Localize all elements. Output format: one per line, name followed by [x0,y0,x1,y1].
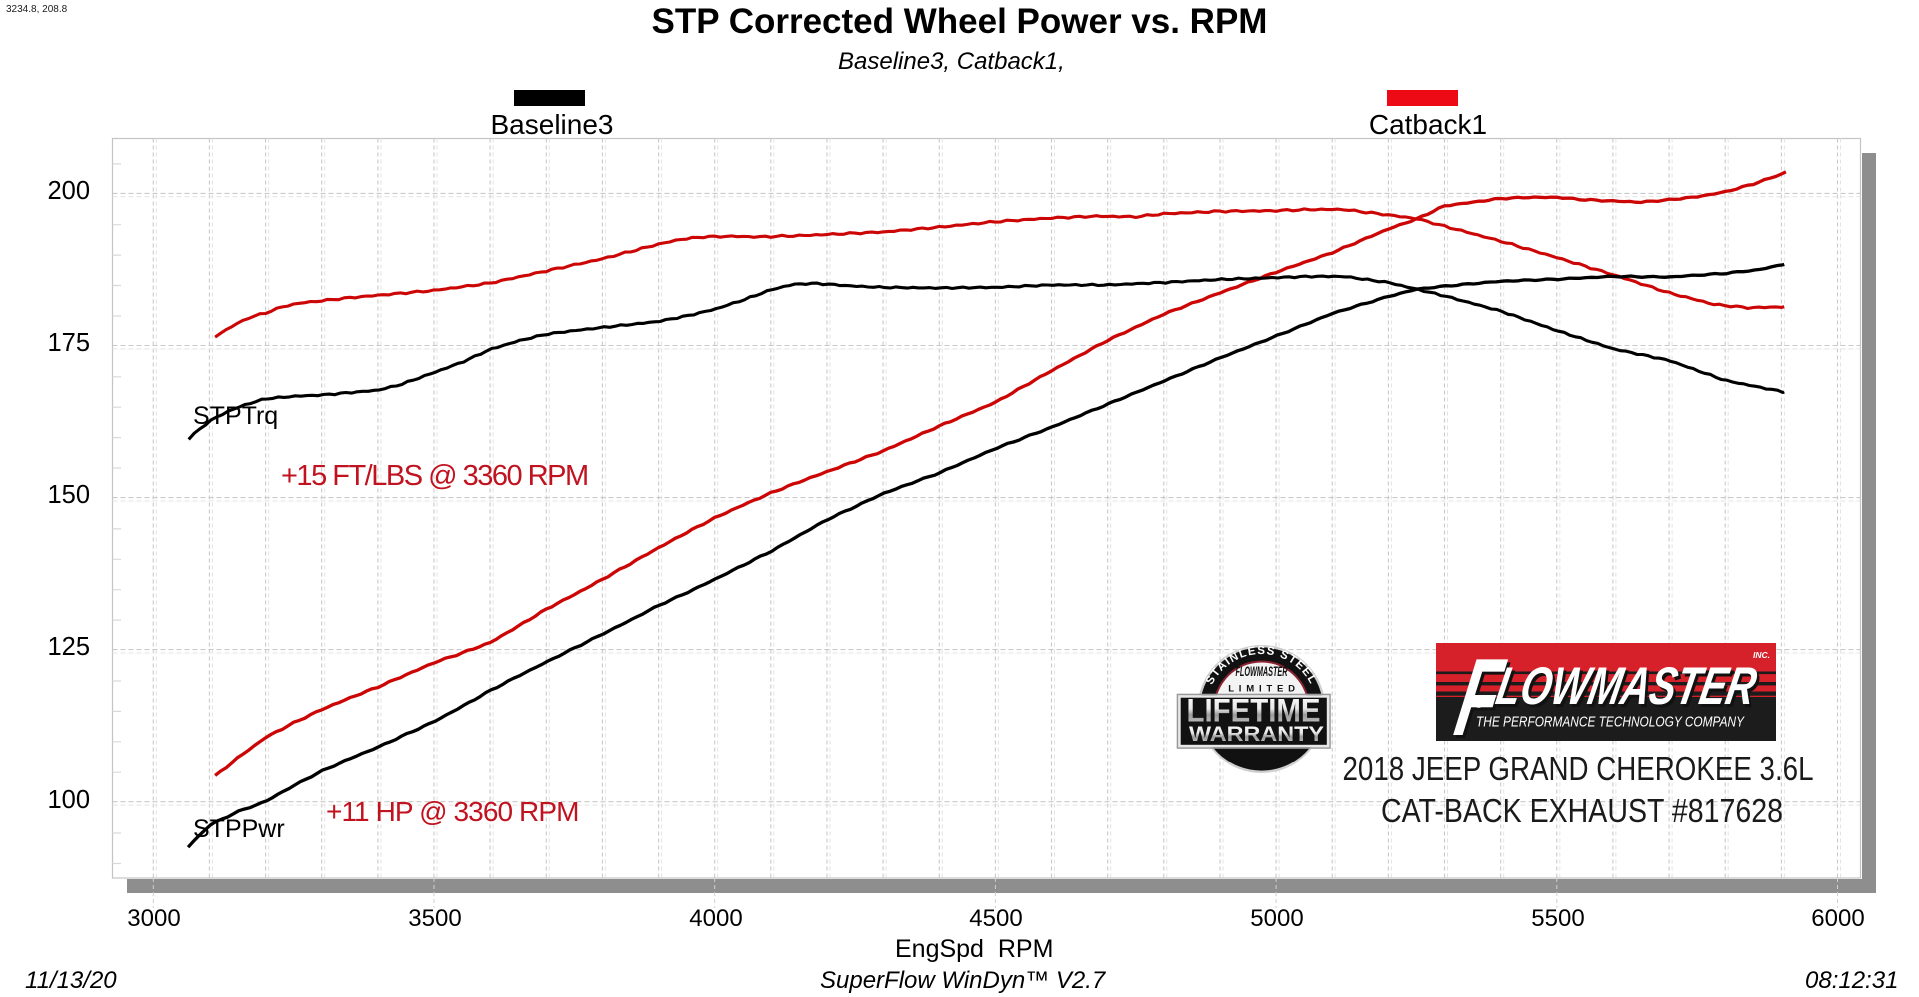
svg-text:®: ® [1475,700,1483,711]
svg-text:WARRANTY: WARRANTY [1189,722,1324,746]
svg-text:FLOWMASTER: FLOWMASTER [1236,663,1288,679]
svg-text:INC.: INC. [1753,650,1770,660]
svg-text:LIMITED: LIMITED [1228,684,1300,695]
svg-text:CAT-BACK EXHAUST #817628: CAT-BACK EXHAUST #817628 [1381,792,1783,829]
svg-text:THE PERFORMANCE TECHNOLOGY COM: THE PERFORMANCE TECHNOLOGY COMPANY [1476,715,1745,731]
svg-text:2018 JEEP GRAND CHEROKEE 3.6L: 2018 JEEP GRAND CHEROKEE 3.6L [1343,750,1814,787]
svg-text:LOWMASTER: LOWMASTER [1494,660,1764,718]
svg-text:LOWMASTER: LOWMASTER [1492,657,1762,715]
svg-text:LIFETIME: LIFETIME [1187,693,1321,729]
